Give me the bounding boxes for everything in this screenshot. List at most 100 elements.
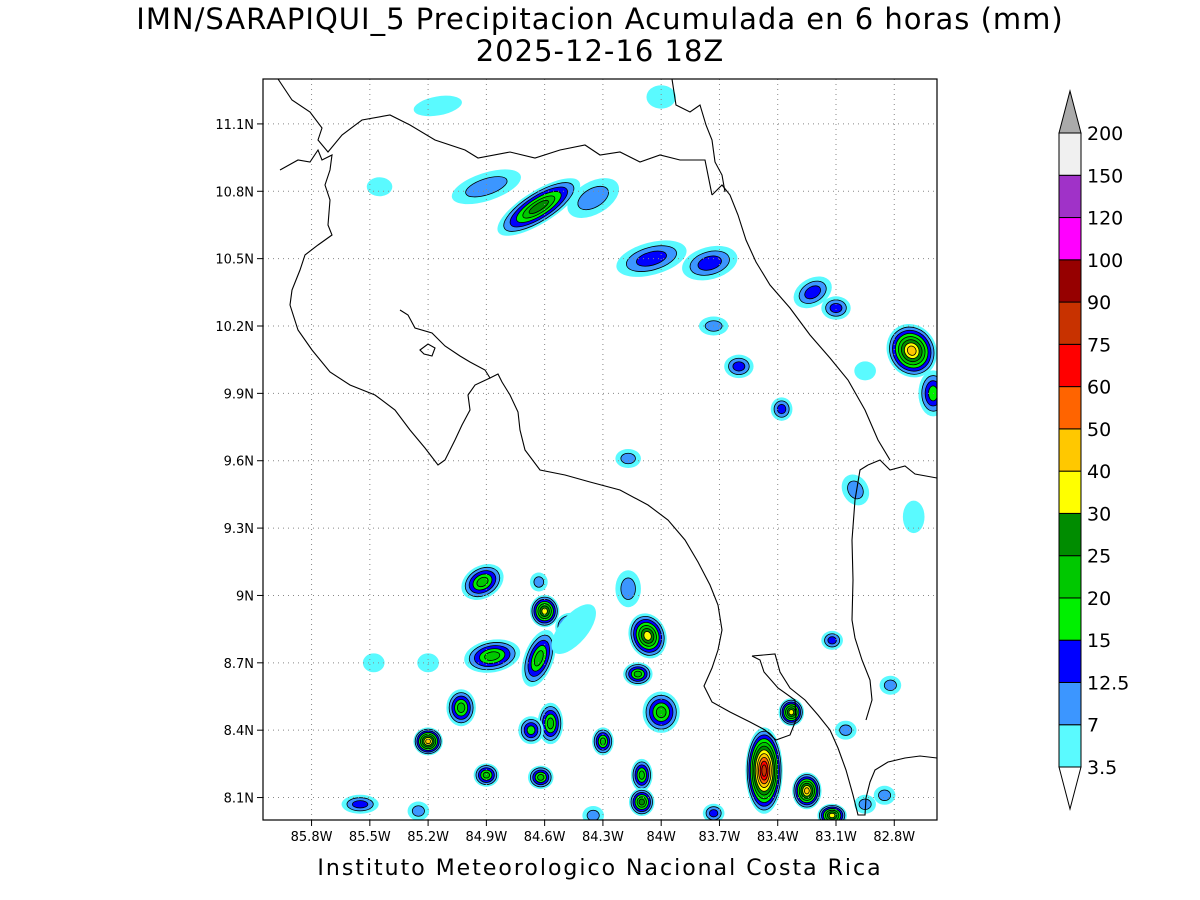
precip-cell [854,361,876,381]
precip-band [839,724,853,736]
precip-cell [834,720,857,740]
precip-cell [537,702,564,745]
precip-cell [446,689,476,727]
precip-band [546,717,555,730]
precip-band [788,709,795,716]
colorbar-label: 40 [1087,461,1111,483]
lon-tick-label: 82.8W [873,830,915,845]
coastline-panama-caribbean [867,459,937,479]
precip-band [456,702,466,713]
precip-cell [778,698,805,727]
precip-band [526,725,536,735]
precip-cell [413,95,462,117]
precip-band [804,787,810,795]
precip-band [829,302,843,314]
precip-cell [628,613,667,659]
precip-band [636,250,667,267]
precip-cell [886,323,937,378]
precip-cell [770,397,793,421]
precip-band [620,577,636,600]
colorbar-swatch [1058,512,1082,557]
colorbar-over-triangle [1058,89,1082,134]
precip-band [366,177,393,197]
colorbar-swatch [1058,470,1082,514]
coastline-osa-peninsula [751,653,937,816]
precip-band [537,774,545,781]
precip-cell [518,716,544,745]
precip-cell [879,675,902,695]
colorbar-swatch [1058,343,1082,388]
precip-band [902,500,925,534]
colorbar-swatch [1058,217,1082,261]
lat-tick-label: 9N [236,589,254,604]
precip-band [413,95,462,117]
colorbar-label: 60 [1087,377,1111,399]
precip-cell [623,662,653,686]
precip-band [638,770,645,780]
lat-tick-label: 9.9N [224,387,254,402]
coastline-pacific-guanacaste [279,148,491,466]
colorbar-swatch [1058,639,1082,683]
colorbar-label: 15 [1087,630,1111,652]
precip-band [708,809,719,818]
precip-band [827,636,837,645]
precip-band [646,85,676,109]
precip-band [352,800,369,809]
lat-tick-label: 10.8N [215,185,254,200]
precip-cell [567,178,620,218]
precip-band [533,650,544,667]
precip-band [883,679,897,691]
precip-cell [592,727,614,756]
precip-cell [646,85,676,109]
precip-band [411,805,425,817]
colorbar-label: 120 [1087,208,1123,230]
lat-tick-label: 11.1N [215,118,254,133]
precip-band [906,345,917,356]
precip-band [586,809,600,820]
precip-band [465,176,508,198]
plot-frame [262,78,938,821]
colorbar-label: 90 [1087,292,1111,314]
precip-band [633,670,643,678]
precip-cell [473,763,500,787]
coastline-pacific-central [489,373,797,741]
precip-cell [366,177,393,197]
colorbar-label: 7 [1087,715,1099,737]
precip-cell [902,500,925,534]
precip-cell [407,801,430,820]
precip-cell [615,570,641,608]
precip-cell [792,772,822,810]
axes: 85.8W 85.5W 85.2W 84.9W 84.6W 84.3W 84W 83.7W 83… [215,118,915,845]
coastline-golfo-dulce [851,464,873,721]
precip-band [847,480,864,500]
precip-cell [628,788,655,817]
gridlines [263,79,937,820]
lat-tick-label: 10.2N [215,320,254,335]
precip-band [577,185,609,211]
precip-cell [642,691,680,733]
precip-band [638,798,645,806]
coastline-nicoya-gulf-island [419,343,436,357]
precip-band [878,789,892,801]
precip-band [551,604,596,654]
lon-tick-label: 85.5W [349,830,391,845]
precip-band [643,631,652,641]
colorbar-swatch [1058,724,1082,768]
colorbar-label: 20 [1087,588,1111,610]
colorbar-label: 75 [1087,334,1111,356]
precip-cell [497,178,581,236]
precip-cell [841,474,870,506]
map-subtitle: 2025-12-16 18Z [475,34,725,68]
precip-band [732,361,746,372]
precip-cell [413,727,443,756]
colorbar: 3.5 7 12.5 15 20 25 30 40 50 60 75 90 100 120 150 200 [1058,89,1129,811]
precip-cell [615,448,641,468]
precip-band [528,199,549,215]
colorbar-label: 150 [1087,165,1123,187]
precip-band [776,404,787,415]
lat-tick-label: 10.5N [215,253,254,268]
precip-cell [521,629,556,687]
precip-band [476,576,489,588]
lon-tick-label: 84.6W [524,830,566,845]
